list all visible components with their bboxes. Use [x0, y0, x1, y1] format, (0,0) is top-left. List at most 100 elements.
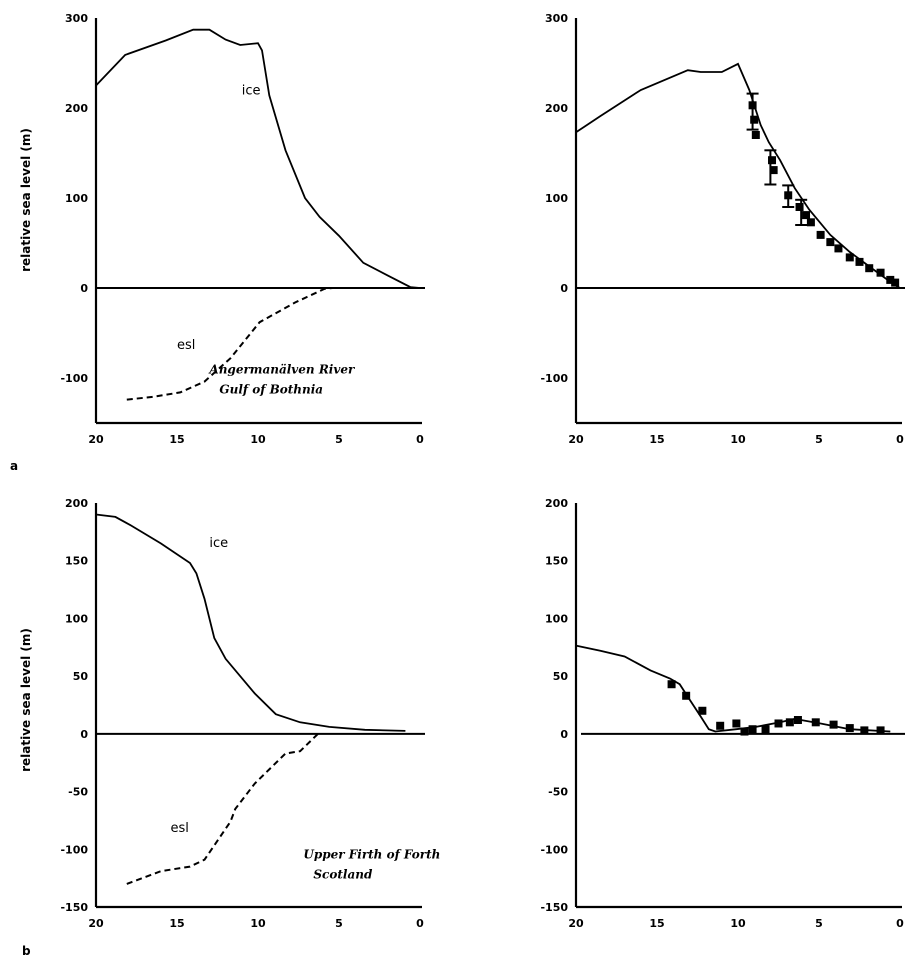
y-tick-label: -100	[540, 372, 568, 385]
data-point	[886, 275, 895, 284]
series-line-ice	[95, 28, 421, 289]
data-point	[811, 718, 820, 727]
series-label-esl: esl	[177, 338, 195, 353]
y-tick-label: 0	[560, 282, 568, 295]
x-tick-label: 0	[896, 917, 904, 930]
y-tick-label: -50	[548, 786, 568, 799]
data-point	[829, 720, 838, 729]
data-point	[845, 253, 854, 262]
data-point	[795, 203, 804, 211]
site-annotation: Scotland	[313, 868, 373, 882]
x-tick-label: 5	[815, 433, 823, 446]
data-point	[876, 268, 885, 277]
site-annotation: Upper Firth of Forth	[303, 848, 440, 862]
data-point	[802, 211, 811, 220]
x-tick-label: 20	[88, 433, 104, 446]
series-label-ice: ice	[242, 84, 261, 99]
y-axis-title: relative sea level (m)	[19, 128, 33, 272]
y-tick-label: 0	[80, 728, 88, 741]
data-point	[698, 706, 707, 715]
y-tick-label: 200	[65, 497, 88, 510]
panel-label-b: b	[22, 944, 31, 958]
data-point	[769, 166, 778, 175]
x-tick-label: 10	[250, 917, 266, 930]
x-tick-label: 10	[730, 433, 746, 446]
x-tick-label: 20	[88, 917, 104, 930]
y-tick-label: 200	[65, 102, 88, 115]
x-tick-label: 15	[169, 433, 184, 446]
series-line-model	[575, 644, 891, 733]
x-tick-label: 10	[730, 917, 746, 930]
x-tick-label: 0	[896, 433, 904, 446]
y-tick-label: -150	[540, 901, 568, 914]
y-tick-label: 0	[80, 282, 88, 295]
y-tick-label: -50	[68, 786, 88, 799]
y-tick-label: 100	[545, 612, 568, 625]
x-tick-label: 5	[335, 917, 343, 930]
y-axis-title: relative sea level (m)	[19, 628, 33, 772]
data-point	[845, 724, 854, 733]
chart-a-left: 300 200 100 0 -100 20 15 10 5 0 relative sea level…	[19, 12, 425, 446]
data-point	[751, 131, 760, 139]
series-line-model	[575, 62, 901, 289]
data-point	[891, 278, 900, 287]
data-point	[682, 691, 691, 700]
chart-a-right: 300 200 100 0 -100 20 15 10 5 0	[540, 12, 905, 446]
y-tick-label: 300	[545, 12, 568, 25]
series-label-ice: ice	[209, 536, 228, 551]
data-point	[834, 244, 843, 253]
x-tick-label: 15	[649, 917, 664, 930]
x-tick-label: 10	[250, 433, 266, 446]
x-tick-label: 15	[169, 917, 184, 930]
x-tick-label: 5	[815, 917, 823, 930]
series-line-ice	[95, 513, 406, 732]
y-tick-label: 100	[65, 612, 88, 625]
x-tick-label: 5	[335, 433, 343, 446]
y-tick-label: 150	[545, 555, 568, 568]
x-tick-label: 20	[568, 917, 584, 930]
data-point	[761, 725, 770, 734]
series-line-esl	[126, 287, 333, 401]
data-point	[732, 719, 741, 728]
data-point	[774, 719, 783, 728]
data-point	[667, 680, 676, 689]
data-point	[768, 156, 777, 165]
panel-label-a: a	[10, 459, 18, 473]
data-point	[855, 257, 864, 266]
y-tick-label: 300	[65, 12, 88, 25]
y-tick-label: -100	[60, 843, 88, 856]
y-tick-label: 200	[545, 497, 568, 510]
data-point	[748, 725, 757, 734]
y-tick-label: 100	[545, 192, 568, 205]
y-tick-label: 150	[65, 555, 88, 568]
data-point	[806, 218, 815, 227]
series-line-esl	[126, 733, 319, 885]
y-tick-label: 50	[553, 670, 569, 683]
data-point	[865, 264, 874, 273]
y-tick-label: 200	[545, 102, 568, 115]
y-tick-label: -100	[540, 843, 568, 856]
y-tick-label: -100	[60, 372, 88, 385]
x-tick-label: 0	[416, 917, 424, 930]
data-point	[816, 230, 825, 239]
data-point	[860, 726, 869, 735]
x-tick-label: 15	[649, 433, 664, 446]
y-tick-label: 100	[65, 192, 88, 205]
y-tick-label: 50	[73, 670, 89, 683]
site-annotation: Gulf of Bothnia	[219, 383, 323, 397]
data-point	[876, 726, 885, 735]
data-point	[750, 115, 759, 124]
data-point	[826, 238, 835, 247]
data-point	[793, 716, 802, 725]
x-tick-label: 20	[568, 433, 584, 446]
site-annotation: Angermanälven River	[208, 363, 356, 377]
y-tick-label: 0	[560, 728, 568, 741]
series-label-esl: esl	[171, 821, 189, 836]
x-tick-label: 0	[416, 433, 424, 446]
data-point	[716, 721, 725, 730]
y-tick-label: -150	[60, 901, 88, 914]
data-point	[785, 718, 794, 727]
data-point	[740, 727, 749, 736]
